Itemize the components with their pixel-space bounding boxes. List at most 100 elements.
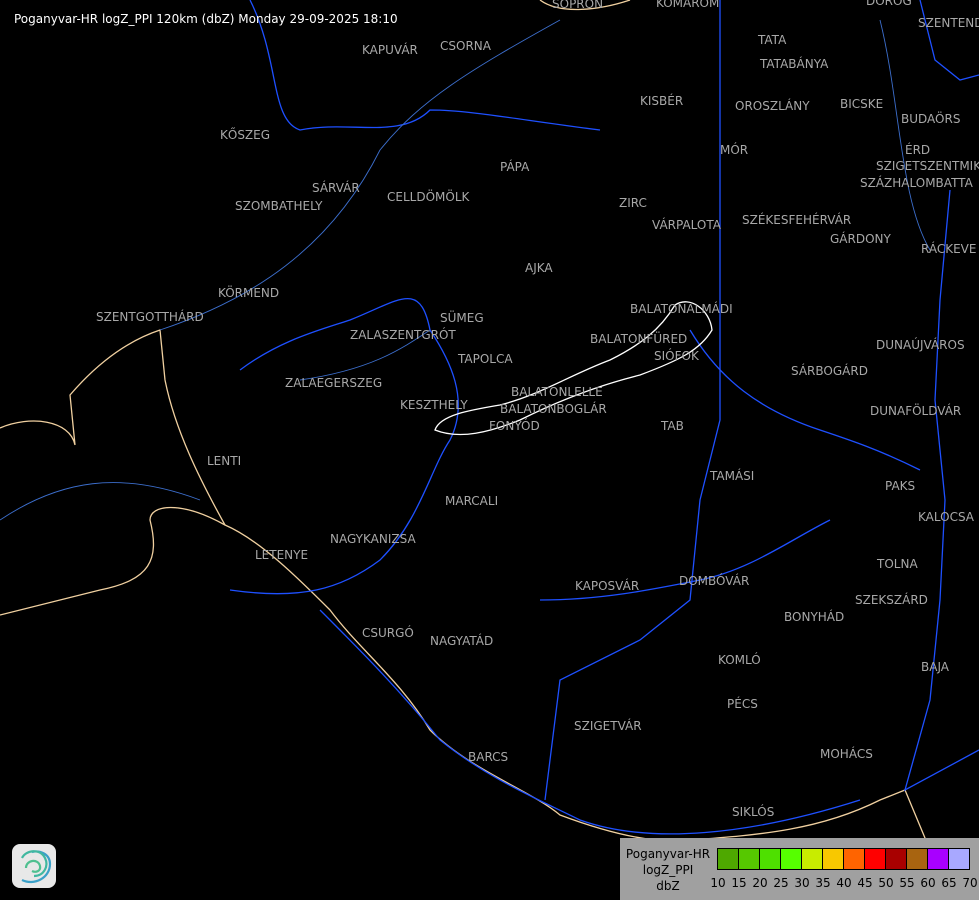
legend-swatch [823,849,844,869]
river-sarviz [544,0,721,801]
city-label: BAJA [921,660,949,674]
swirl-logo-icon [12,844,56,888]
city-label: DOMBÓVÁR [679,574,750,588]
city-label: DUNAÚJVÁROS [876,338,965,352]
city-label: BICSKE [840,97,884,111]
county-lines [0,19,931,521]
city-label: VÁRPALOTA [652,218,721,232]
city-label: PAKS [885,479,916,493]
legend-product: logZ_PPI [642,863,694,877]
city-label: PÉCS [727,697,758,711]
city-label: BUDAÖRS [901,112,961,126]
city-label: LETENYE [255,548,309,562]
legend-swatch [865,849,886,869]
legend-tick-label: 25 [773,876,789,890]
city-label: MOHÁCS [820,747,873,761]
river-danube [903,0,979,792]
city-label: NAGYATÁD [430,634,494,648]
legend-tick-label: 10 [710,876,726,890]
city-label: KAPUVÁR [362,43,418,57]
city-label: LENTI [207,454,242,468]
city-label: GÁRDONY [830,232,891,246]
city-label: CSORNA [440,39,491,53]
city-label: BARCS [468,750,509,764]
city-label: TOLNA [877,557,918,571]
legend-radar-name: Poganyvar-HR [625,847,711,861]
city-label: MARCALI [445,494,499,508]
river-kapos [539,519,831,601]
legend-tick-label: 65 [941,876,957,890]
legend-swatch [949,849,969,869]
legend-swatch [781,849,802,869]
color-scale-legend: Poganyvar-HR logZ_PPI dbZ 10 15 20 25 30 35 40… [620,838,979,900]
city-label: SZENTENDRE [918,16,979,30]
country-border-sw [0,506,226,616]
legend-tick-label: 30 [794,876,810,890]
city-label: KALOCSA [918,510,974,524]
city-label: KOMLÓ [718,653,761,667]
legend-tick-label: 60 [920,876,936,890]
city-label: KISBÉR [640,94,684,108]
city-label: TATA [758,33,787,47]
city-label: SÁRVÁR [312,181,360,195]
legend-swatch [886,849,907,869]
legend-tick-label: 55 [899,876,915,890]
legend-tick-label: 70 [962,876,978,890]
city-label: KOMÁROM [656,0,720,10]
city-label: ZALAEGERSZEG [285,376,383,390]
city-label: TAB [661,419,684,433]
city-label: SÁRBOGÁRD [791,364,868,378]
city-label: BALATONBOGLÁR [500,402,607,416]
city-label: KESZTHELY [400,398,468,412]
city-label: RÁCKEVE [921,242,977,256]
city-label: CELLDÖMÖLK [387,190,470,204]
legend-swatch [928,849,949,869]
legend-tick-label: 20 [752,876,768,890]
legend-swatch [739,849,760,869]
river-sio [689,329,921,471]
city-label: SZIGETSZENTMIKLÓS [876,159,979,173]
city-label: NAGYKANIZSA [330,532,416,546]
city-label: KŐSZEG [220,128,271,142]
city-label: SIÓFOK [654,349,699,363]
river-raba [249,0,601,131]
city-label: OROSZLÁNY [735,99,810,113]
city-label: TATABÁNYA [760,57,829,71]
city-label: SZÉKESFEHÉRVÁR [742,213,852,227]
legend-tick-label: 15 [731,876,747,890]
city-label: SOPRON [552,0,604,11]
legend-tick-label: 40 [836,876,852,890]
legend-swatch [844,849,865,869]
legend-unit: dbZ [656,879,680,893]
city-label: BALATONFÜRED [590,332,688,346]
river-zala [229,298,459,595]
legend-swatch [907,849,928,869]
city-label: PÁPA [500,160,530,174]
city-label: SZOMBATHELY [235,199,323,213]
city-label: ZALASZENTGRÓT [350,328,456,342]
river-drava [319,609,861,835]
city-label: BALATONALMÁDI [630,302,733,316]
legend-tick-label: 45 [857,876,873,890]
city-label: BALATONLELLE [511,385,603,399]
city-label: TAPOLCA [458,352,513,366]
city-label: DOROG [866,0,912,8]
legend-swatch [760,849,781,869]
legend-tick-label: 35 [815,876,831,890]
city-label: SZEKSZÁRD [855,593,928,607]
legend-tick-label: 50 [878,876,894,890]
city-label: SZENTGOTTHÁRD [96,310,204,324]
lake-balaton [434,301,713,436]
country-border-n [539,0,631,11]
city-label: KAPOSVÁR [575,579,640,593]
city-label: SZIGETVÁR [574,719,642,733]
city-label: SZÁZHALOMBATTA [860,176,973,190]
legend-swatch [718,849,739,869]
city-label: SÜMEG [440,311,484,325]
city-label: CSURGÓ [362,626,414,640]
city-label: DUNAFÖLDVÁR [870,404,962,418]
city-label: FONYÓD [489,419,540,433]
map-title: Poganyvar-HR logZ_PPI 120km (dbZ) Monday… [14,12,398,26]
